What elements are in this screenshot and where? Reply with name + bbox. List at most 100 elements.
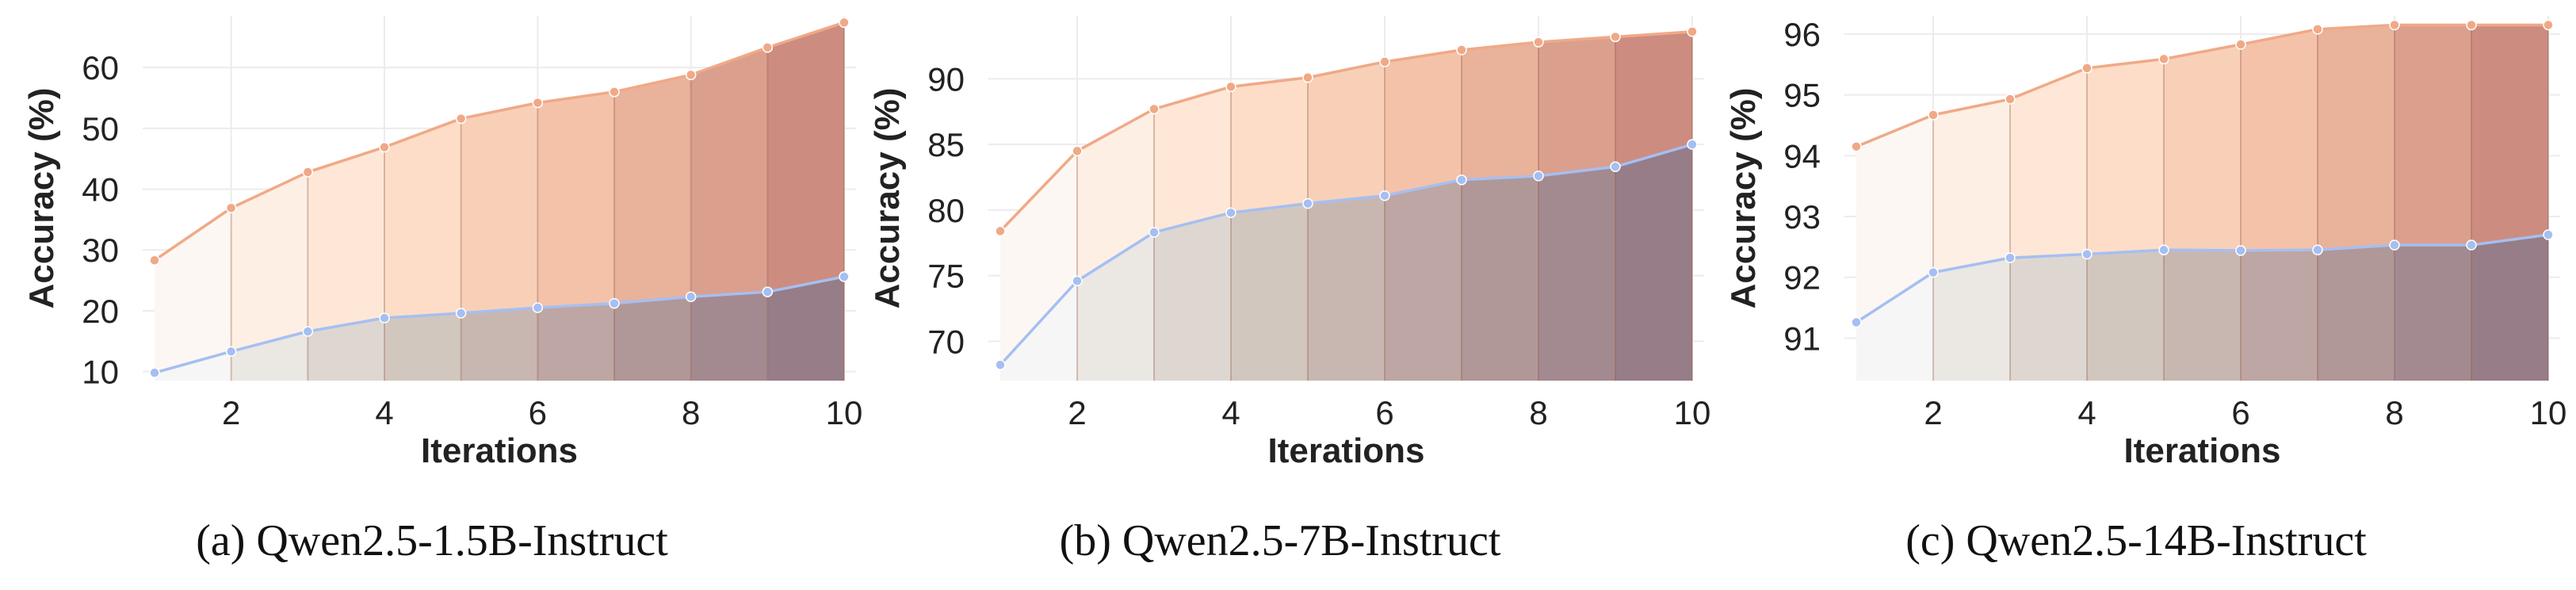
series-point xyxy=(2158,53,2169,65)
series-point xyxy=(995,359,1006,370)
series-point xyxy=(1302,72,1313,83)
series-point xyxy=(302,167,314,178)
area-band-lower xyxy=(155,351,231,381)
series-point xyxy=(379,141,390,153)
series-point xyxy=(1610,31,1621,43)
area-band-upper xyxy=(1077,109,1154,282)
y-tick-label: 80 xyxy=(927,192,965,229)
area-band-upper xyxy=(1615,31,1692,167)
area-band-lower xyxy=(384,312,461,381)
area-band-upper xyxy=(461,102,538,313)
chart-panel-2: 70 75 80 85 90 2 4 6 8 10 Iterations Accuracy (%) (b… xyxy=(868,16,1710,565)
series-point xyxy=(1379,190,1390,201)
area-band-upper xyxy=(1462,42,1538,180)
series-point xyxy=(1225,81,1236,93)
x-tick-label: 4 xyxy=(2077,394,2096,431)
y-tick-label: 70 xyxy=(927,323,965,360)
area-band-upper xyxy=(1385,50,1462,196)
area-band-upper xyxy=(2471,25,2548,246)
area-band-upper xyxy=(2394,25,2471,246)
series-point xyxy=(149,367,160,378)
series-point xyxy=(1072,275,1083,286)
y-tick-label: 92 xyxy=(1783,259,1821,297)
area-band-lower xyxy=(1385,179,1462,381)
area-band-lower xyxy=(1933,258,2010,381)
area-band-lower xyxy=(2087,250,2164,381)
area-band-upper xyxy=(2241,29,2318,251)
area-band-lower xyxy=(2318,245,2394,381)
series-point xyxy=(1610,161,1621,173)
series-point xyxy=(1687,139,1698,150)
area-band-upper xyxy=(308,147,384,331)
area-band-upper xyxy=(2164,44,2241,251)
y-tick-label: 40 xyxy=(82,171,119,209)
series-point xyxy=(2005,94,2016,105)
x-tick-label: 4 xyxy=(375,394,393,431)
area-band-upper xyxy=(231,172,308,352)
area-band-upper xyxy=(690,47,768,297)
area-band-lower xyxy=(1231,203,1308,381)
y-tick-label: 96 xyxy=(1783,16,1821,53)
area-band-lower xyxy=(537,303,614,381)
series-point xyxy=(1851,141,1862,152)
y-tick-label: 30 xyxy=(82,232,119,269)
series-point xyxy=(2312,24,2323,35)
series-point xyxy=(2543,19,2554,31)
series-point xyxy=(1456,174,1467,186)
area-band-lower xyxy=(1000,281,1077,381)
area-band-lower xyxy=(1856,272,1933,381)
series-point xyxy=(1851,316,1862,328)
series-point xyxy=(2389,239,2400,251)
area-band-upper xyxy=(1000,151,1077,366)
series-point xyxy=(1687,26,1698,37)
series-point xyxy=(1148,103,1160,115)
x-tick-label: 10 xyxy=(826,394,863,431)
chart-panel-1: 10 20 30 40 50 60 2 4 6 8 10 Iterations Accuracy (%)… xyxy=(22,16,862,565)
area-band-lower xyxy=(2394,245,2471,381)
series-point xyxy=(2466,19,2477,31)
area-band-lower xyxy=(461,308,538,381)
area-band-upper xyxy=(1308,61,1385,204)
y-tick-label: 20 xyxy=(82,293,119,330)
area-band-lower xyxy=(2164,250,2241,381)
series-point xyxy=(2543,229,2554,240)
series-point xyxy=(455,308,467,319)
area-band-lower xyxy=(308,318,384,381)
x-axis-label: Iterations xyxy=(421,431,578,470)
area-band-upper xyxy=(537,91,614,308)
area-band-upper xyxy=(384,118,461,319)
area-band-lower xyxy=(2241,250,2318,381)
series-line-1 xyxy=(1856,23,2548,148)
chart-caption: (b) Qwen2.5-7B-Instruct xyxy=(1060,516,1501,565)
x-tick-label: 2 xyxy=(222,394,240,431)
y-tick-label: 50 xyxy=(82,110,119,148)
series-point xyxy=(762,42,774,53)
y-tick-label: 95 xyxy=(1783,77,1821,114)
area-band-upper xyxy=(1231,77,1308,213)
chart-panel-3: 91 92 93 94 95 96 2 4 6 8 10 Iterations Accuracy (%)… xyxy=(1724,16,2566,565)
series-line-2 xyxy=(999,143,1693,366)
series-point xyxy=(1302,197,1313,209)
area-band-lower xyxy=(2471,235,2548,381)
x-tick-label: 8 xyxy=(682,394,700,431)
y-axis-label: Accuracy (%) xyxy=(868,88,907,309)
series-point xyxy=(839,271,850,282)
series-point xyxy=(762,286,774,297)
series-point xyxy=(2005,252,2016,263)
x-tick-label: 6 xyxy=(2231,394,2249,431)
y-tick-label: 85 xyxy=(927,126,965,163)
x-tick-label: 8 xyxy=(2385,394,2403,431)
x-tick-label: 2 xyxy=(1068,394,1086,431)
series-point xyxy=(2389,19,2400,31)
x-tick-label: 2 xyxy=(1924,394,1942,431)
series-point xyxy=(1928,109,1939,121)
area-band-lower xyxy=(690,292,768,381)
series-point xyxy=(2158,244,2169,255)
x-tick-label: 6 xyxy=(529,394,547,431)
x-tick-label: 10 xyxy=(2530,394,2567,431)
y-tick-label: 75 xyxy=(927,258,965,295)
area-band-upper xyxy=(1538,36,1615,176)
y-tick-label: 94 xyxy=(1783,137,1821,174)
y-tick-label: 10 xyxy=(82,354,119,391)
